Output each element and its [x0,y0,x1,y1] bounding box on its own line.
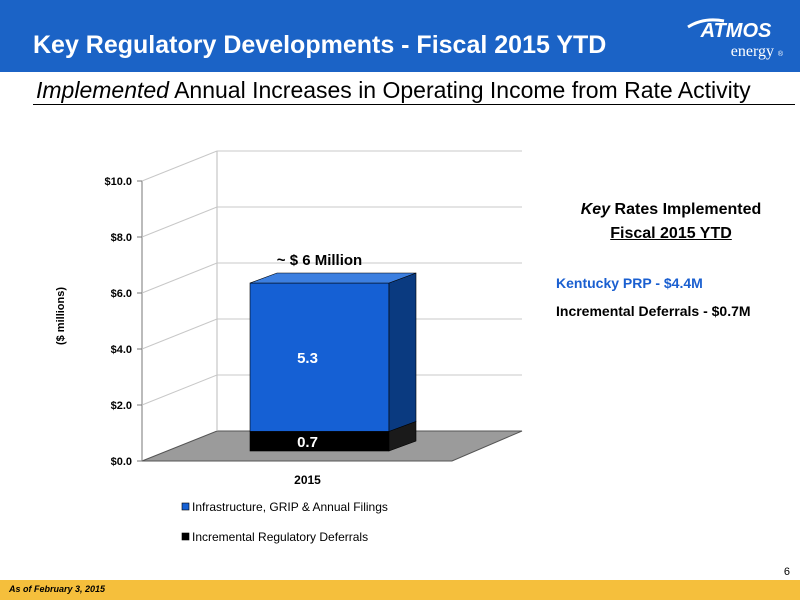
bar-segment-side [388,272,417,432]
footnote: As of February 3, 2015 [9,584,106,594]
key-rates-heading: Key Rates Implemented [556,198,786,222]
key-rates-panel: Key Rates Implemented Fiscal 2015 YTD Ke… [556,198,786,319]
page-number: 6 [783,566,790,578]
gridline-side [141,150,218,182]
bar-data-label: 0.7 [297,434,318,451]
bar-segment-front [249,431,390,452]
y-tick-label: $8.0 [111,232,132,244]
subtitle-text: Annual Increases in Operating Income fro… [168,77,751,103]
y-axis-label: ($ millions) [55,287,67,345]
kentucky-prp-item: Kentucky PRP - $4.4M [556,275,703,291]
subtitle-underline [33,104,795,105]
gridline-side [141,262,218,294]
subtitle: Implemented Annual Increases in Operatin… [36,77,751,104]
operating-income-chart: $0.0 $2.0 $4.0 $6.0 $8.0 $10.0 ($ millions) 0.7… [55,150,523,544]
bar-data-label: 5.3 [297,350,318,367]
logo-registered-mark: ® [778,50,784,58]
atmos-energy-logo: ATMOS energy ® [687,18,784,60]
legend-swatch [181,502,190,511]
gridline-side [141,206,218,238]
subtitle-emphasis: Implemented [36,77,169,103]
bar-segment-front [249,282,390,432]
y-tick-label: $10.0 [104,176,132,188]
logo-text-energy: energy [731,43,774,60]
bar-top-face [249,272,417,284]
y-tick-label: $2.0 [111,400,132,412]
page-title: Key Regulatory Developments - Fiscal 201… [33,31,607,59]
key-rates-heading-emphasis: Key [580,201,611,218]
x-category-label: 2015 [294,473,321,487]
key-rates-heading-text: Rates Implemented [610,201,762,218]
y-tick-label: $4.0 [111,344,132,356]
footer-bar: As of February 3, 2015 [0,580,800,600]
legend-label: Incremental Regulatory Deferrals [192,530,368,544]
total-annotation: ~ $ 6 Million [277,252,362,269]
logo-text-atmos: ATMOS [700,20,772,42]
y-tick-label: $6.0 [111,288,132,300]
gridline-side [141,318,218,350]
incremental-deferrals-item: Incremental Deferrals - $0.7M [556,303,751,319]
y-tick-label: $0.0 [111,456,132,468]
legend-label: Infrastructure, GRIP & Annual Filings [192,500,388,514]
logo-swoosh [687,18,725,29]
gridline-side [141,374,218,406]
header-bar: Key Regulatory Developments - Fiscal 201… [0,0,800,72]
key-rates-period: Fiscal 2015 YTD [610,225,732,242]
legend-swatch [181,532,190,541]
